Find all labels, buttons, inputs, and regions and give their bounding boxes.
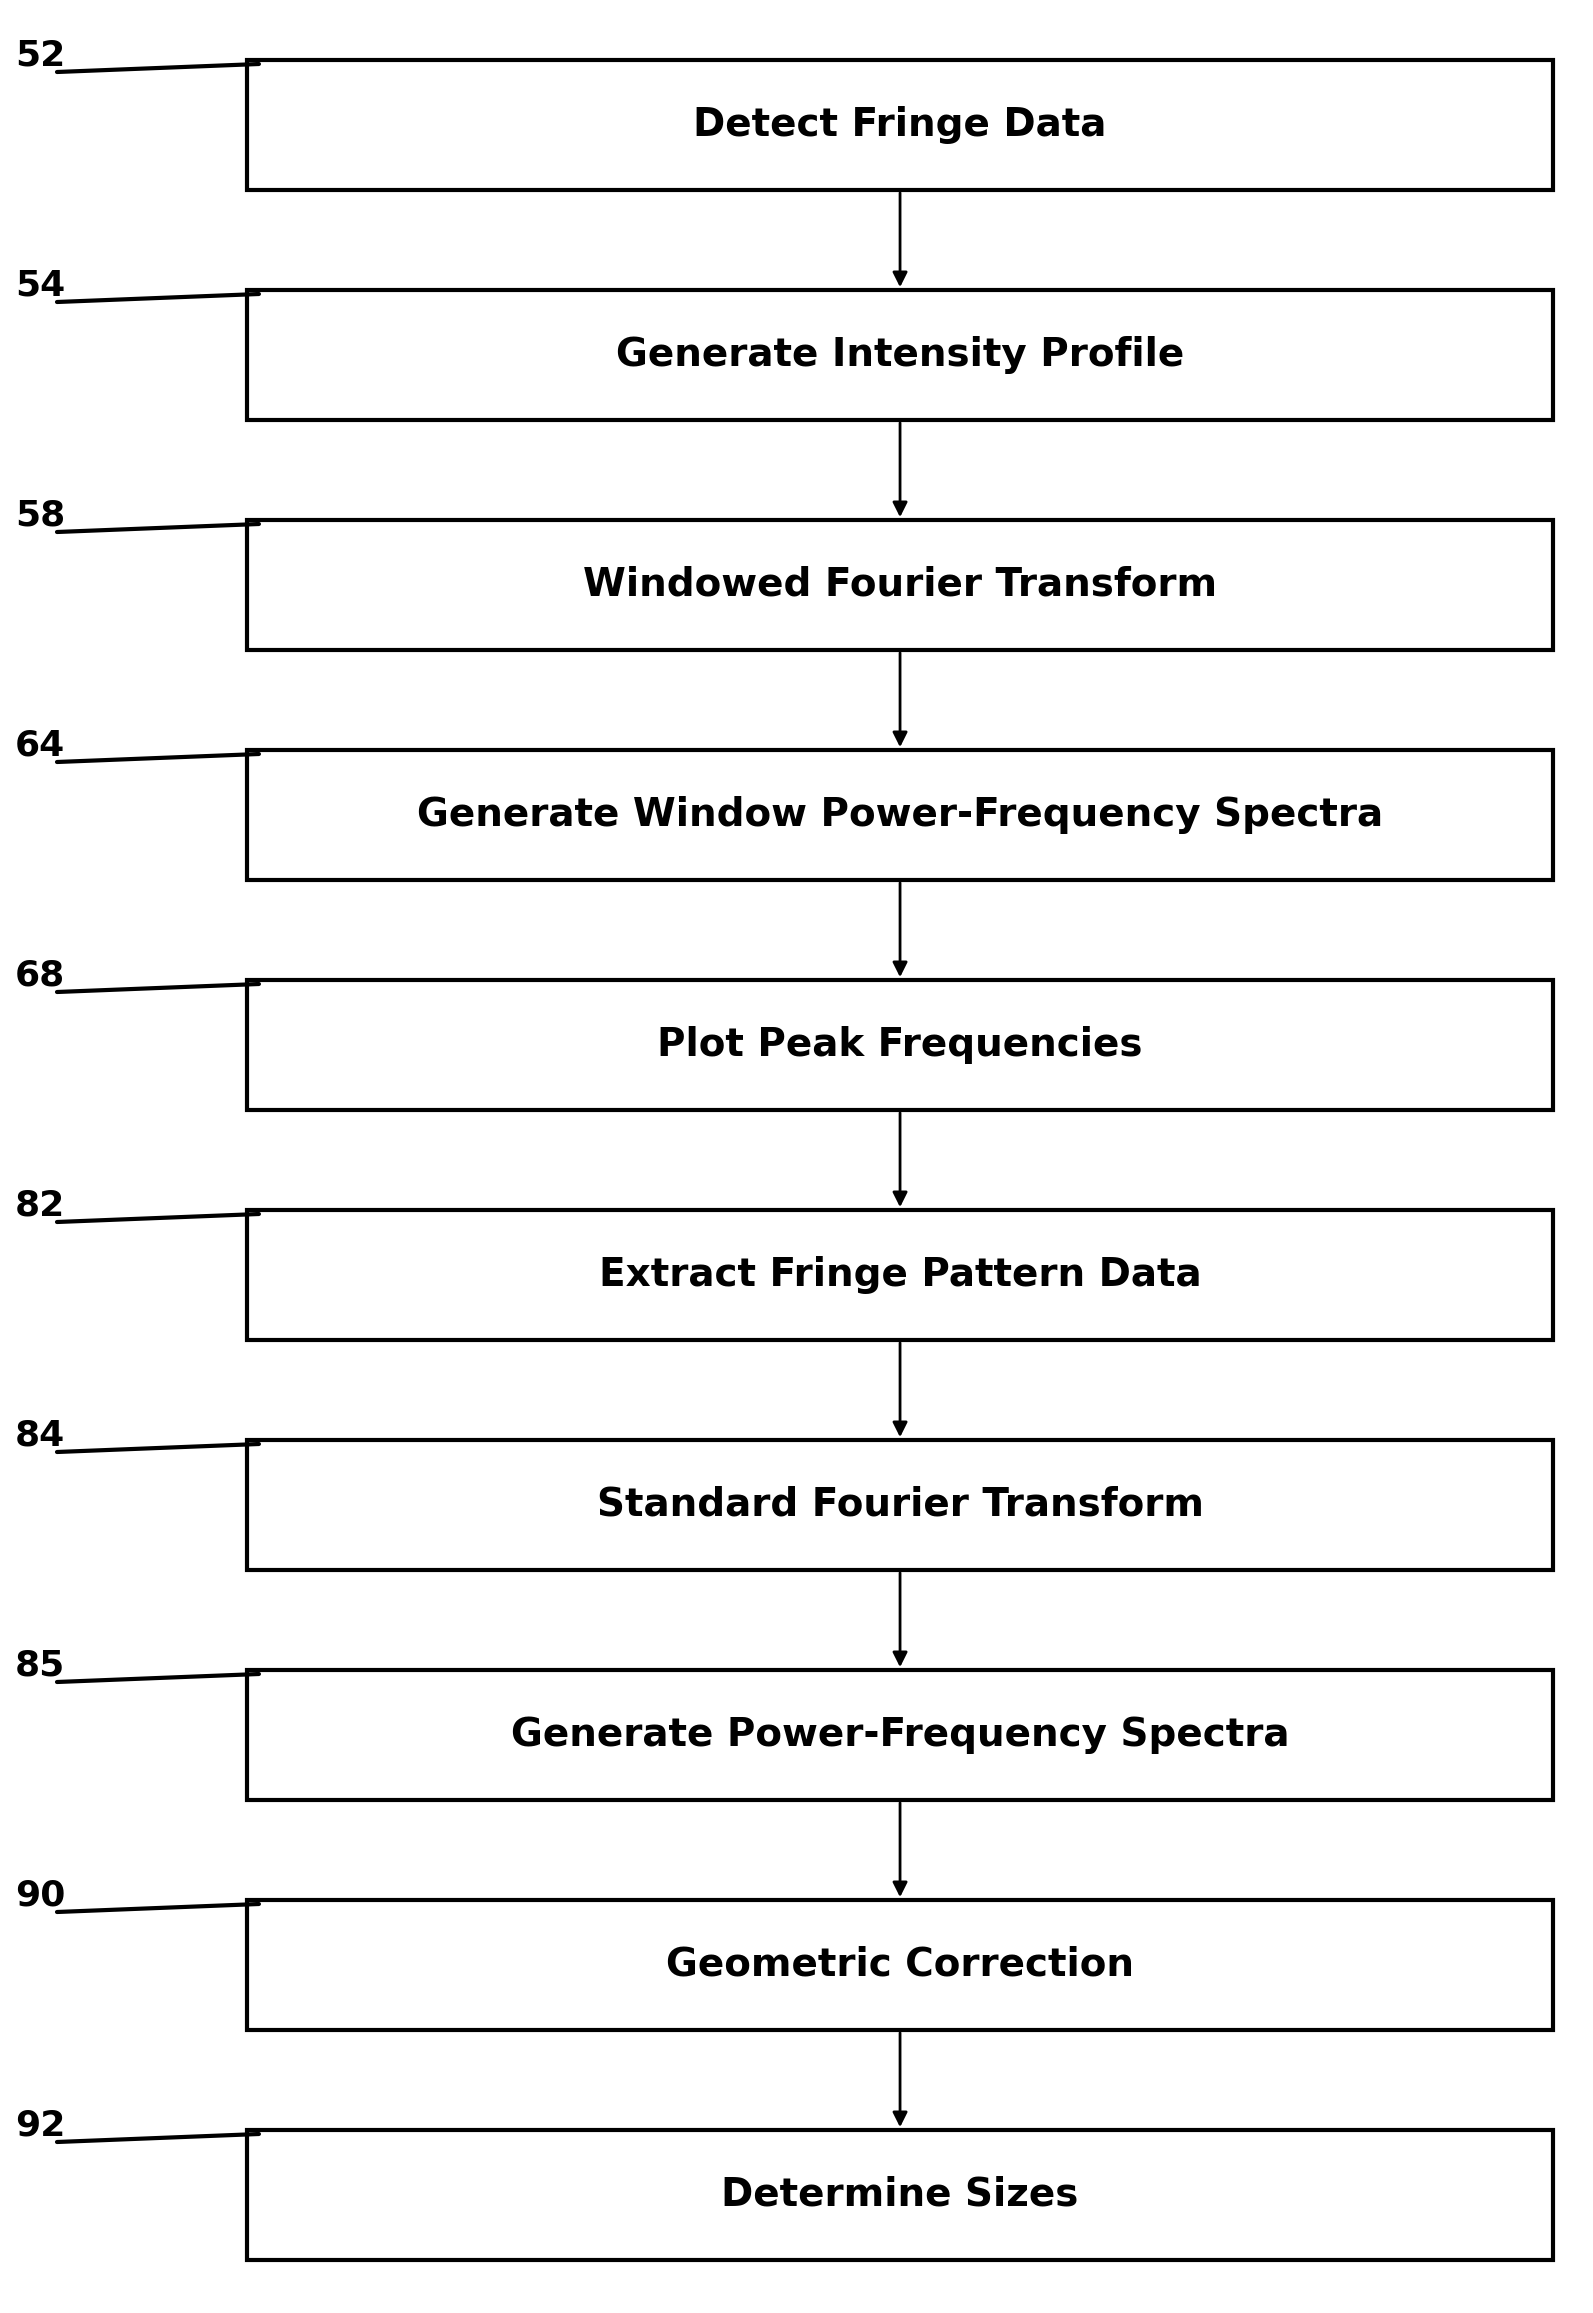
- Text: Windowed Fourier Transform: Windowed Fourier Transform: [583, 567, 1217, 604]
- Text: 52: 52: [14, 37, 65, 72]
- Text: Geometric Correction: Geometric Correction: [666, 1945, 1134, 1985]
- Text: 64: 64: [14, 729, 65, 761]
- Bar: [247, 289, 1553, 421]
- Text: 84: 84: [14, 1418, 65, 1453]
- Text: 54: 54: [14, 268, 65, 303]
- Bar: [247, 1210, 1553, 1339]
- Bar: [247, 1899, 1553, 2031]
- Text: Standard Fourier Transform: Standard Fourier Transform: [596, 1485, 1204, 1524]
- Text: Extract Fringe Pattern Data: Extract Fringe Pattern Data: [599, 1256, 1201, 1293]
- Text: Generate Window Power-Frequency Spectra: Generate Window Power-Frequency Spectra: [417, 796, 1383, 835]
- Text: 92: 92: [14, 2107, 65, 2142]
- Bar: [247, 60, 1553, 190]
- Text: 90: 90: [14, 1878, 65, 1913]
- Text: 58: 58: [14, 497, 65, 532]
- Bar: [247, 1670, 1553, 1800]
- Bar: [247, 2130, 1553, 2260]
- Text: Plot Peak Frequencies: Plot Peak Frequencies: [658, 1027, 1142, 1064]
- Text: Detect Fringe Data: Detect Fringe Data: [693, 106, 1107, 143]
- Bar: [247, 1441, 1553, 1571]
- Text: Generate Power-Frequency Spectra: Generate Power-Frequency Spectra: [511, 1716, 1289, 1753]
- Text: 68: 68: [14, 958, 65, 992]
- Text: 82: 82: [14, 1189, 65, 1221]
- Bar: [247, 520, 1553, 650]
- Bar: [247, 749, 1553, 879]
- Text: 85: 85: [14, 1647, 65, 1682]
- Text: Generate Intensity Profile: Generate Intensity Profile: [616, 335, 1184, 375]
- Text: Determine Sizes: Determine Sizes: [722, 2177, 1078, 2214]
- Bar: [247, 981, 1553, 1110]
